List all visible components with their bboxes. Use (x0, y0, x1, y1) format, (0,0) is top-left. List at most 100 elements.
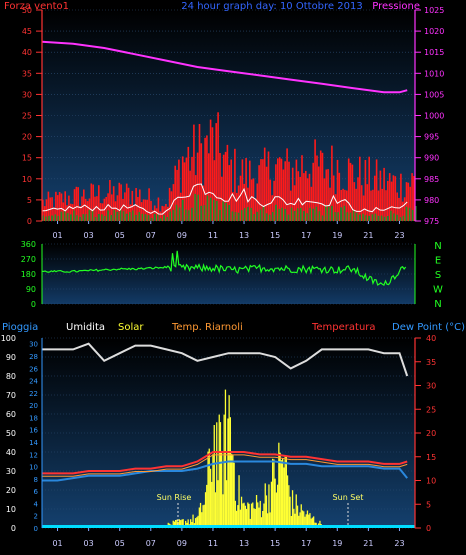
gust-bar (301, 155, 303, 221)
solar-bar (219, 422, 222, 528)
rain-tick-label: 2 (34, 513, 38, 521)
humidity-tick-label: 90 (6, 353, 16, 362)
direction-line (42, 250, 407, 286)
x-tick-label-top: 15 (270, 231, 280, 240)
avg-wind-bar (144, 214, 147, 221)
avg-wind-bar (390, 210, 392, 221)
temperature-tick-label: 0 (426, 524, 431, 533)
solar-bar (311, 517, 314, 528)
solar-bar (232, 455, 234, 528)
gust-bar (271, 195, 273, 221)
gust-bar (247, 187, 249, 221)
temperature-tick-label: 30 (426, 382, 436, 391)
avg-wind-bar (281, 207, 283, 221)
gust-bar (267, 151, 270, 221)
gust-bar (288, 161, 290, 221)
gust-bar (308, 173, 311, 221)
avg-wind-bar (129, 212, 131, 221)
solar-bar (218, 414, 220, 528)
gust-bar (303, 173, 305, 221)
pressure-tick-label: 1015 (424, 48, 444, 57)
gust-bar (340, 190, 342, 221)
wind-tick-label: 20 (22, 133, 32, 142)
gust-bar (94, 196, 96, 221)
avg-wind-bar (300, 207, 302, 221)
solar-bar (243, 502, 245, 528)
gust-bar (400, 173, 402, 221)
solar-bar (303, 511, 305, 528)
gust-bar (260, 159, 262, 221)
wind-tick-label: 50 (22, 6, 32, 15)
solar-bar (222, 494, 224, 528)
x-tick-label-bottom: 15 (270, 539, 280, 548)
avg-wind-bar (135, 214, 137, 221)
solar-bar (242, 503, 244, 528)
rain-tick-label: 26 (29, 365, 38, 373)
solar-bar (236, 510, 238, 528)
gust-bar (318, 166, 320, 221)
avg-wind-bar (203, 205, 206, 221)
x-tick-label-top: 19 (332, 231, 342, 240)
avg-wind-bar (268, 214, 271, 221)
temperature-tick-label: 35 (426, 358, 436, 367)
temperature-line (42, 451, 408, 475)
solar-bar (197, 515, 199, 528)
gust-bar (254, 198, 257, 221)
humidity-tick-label: 30 (6, 467, 16, 476)
gust-bar (362, 195, 365, 221)
solar-bar (319, 520, 321, 528)
rain-tick-label: 12 (29, 451, 38, 459)
avg-wind-bar (309, 207, 311, 221)
rain-tick-label: 22 (29, 390, 38, 398)
dewpoint-line (42, 460, 408, 482)
gust-bar (142, 199, 145, 221)
gust-bar (107, 193, 109, 221)
solar-bar (227, 418, 229, 528)
gust-bar (286, 148, 288, 221)
gust-bar (327, 169, 329, 221)
avg-wind-bar (399, 217, 402, 221)
avg-wind-bar (188, 210, 190, 221)
gust-bar (73, 189, 76, 221)
gust-bar (167, 206, 169, 221)
solar-bar (267, 513, 269, 528)
solar-bar (187, 519, 189, 528)
pressure-tick-label: 985 (424, 175, 439, 184)
avg-wind-bar (240, 210, 243, 221)
gust-bar (374, 175, 376, 221)
gust-bar (405, 182, 408, 221)
gust-bar (401, 201, 404, 221)
gust-bar (43, 206, 46, 221)
legend-temp-riarnoli: Temp. Riarnoli (171, 322, 243, 333)
rain-tick-label: 14 (29, 439, 38, 447)
gust-bar (375, 159, 378, 221)
gust-bar (125, 183, 128, 221)
avg-wind-bar (125, 213, 128, 221)
legend-rain: Pioggia (2, 322, 38, 333)
gust-bar (411, 173, 413, 221)
x-tick-label-bottom: 13 (239, 539, 249, 548)
gust-bar (56, 195, 59, 221)
gust-bar (383, 167, 385, 221)
gust-bar (152, 210, 154, 221)
gust-bar (357, 177, 359, 221)
gust-bar (379, 170, 382, 221)
pressure-tick-label: 1005 (424, 90, 444, 99)
gust-bar (366, 184, 369, 221)
solar-bar (178, 519, 181, 528)
gust-bar (368, 156, 370, 221)
solar-bar (180, 520, 182, 528)
avg-wind-bar (393, 213, 395, 221)
solar-bar (254, 509, 256, 528)
gust-bar (135, 188, 137, 221)
gust-bar (118, 182, 121, 221)
avg-wind-bar (259, 209, 262, 221)
avg-wind-bar (181, 199, 184, 221)
avg-wind-bar (315, 206, 318, 221)
avg-wind-bar (138, 211, 140, 221)
gust-bar (211, 127, 214, 221)
direction-tick-label: 0 (31, 300, 36, 309)
avg-wind-bar (200, 205, 203, 221)
solar-bar (264, 483, 266, 528)
